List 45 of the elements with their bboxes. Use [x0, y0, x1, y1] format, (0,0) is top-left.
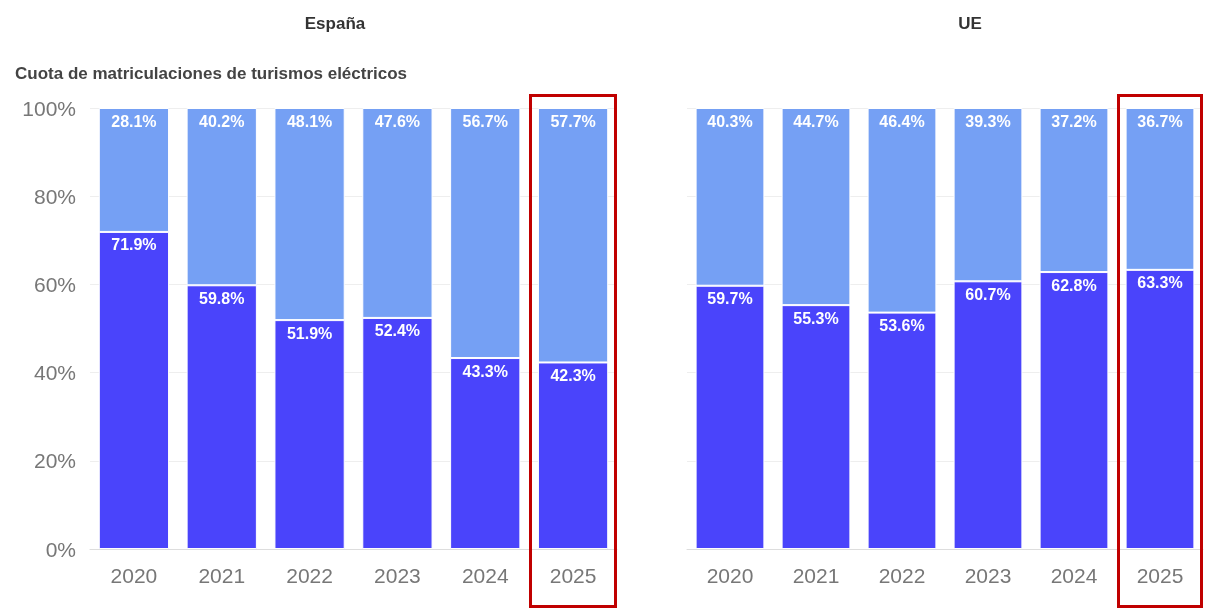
x-tick-label: 2020	[706, 564, 754, 587]
chart-title: España	[304, 14, 366, 33]
y-tick-label: 40%	[33, 361, 76, 385]
data-label: 59.7%	[707, 290, 753, 308]
x-tick-label: 2021	[198, 564, 246, 587]
y-tick-label: 80%	[33, 184, 76, 208]
data-label: 28.1%	[111, 112, 157, 130]
data-label: 63.3%	[1137, 274, 1183, 292]
y-tick-label: 20%	[33, 449, 76, 473]
data-label: 48.1%	[286, 112, 333, 130]
x-tick-label: 2022	[878, 564, 926, 587]
data-label: 40.2%	[199, 112, 245, 130]
data-label: 71.9%	[111, 236, 157, 254]
x-tick-label: 2021	[792, 564, 840, 587]
data-label: 51.9%	[286, 324, 333, 342]
x-tick-label: 2024	[461, 564, 509, 587]
x-tick-label: 2023	[374, 564, 421, 587]
data-label: 47.6%	[374, 112, 421, 130]
data-label: 52.4%	[374, 322, 421, 340]
y-tick-label: 60%	[33, 272, 76, 296]
data-label: 36.7%	[1137, 112, 1183, 130]
data-label: 62.8%	[1051, 276, 1097, 294]
data-label: 59.8%	[199, 289, 245, 307]
x-tick-label: 2024	[1050, 564, 1098, 587]
x-tick-label: 2023	[964, 564, 1012, 587]
x-tick-label: 2022	[286, 564, 333, 587]
data-label: 56.7%	[462, 112, 508, 130]
chart-title: UE	[958, 14, 982, 33]
x-tick-label: 2025	[1136, 564, 1184, 587]
data-label: 43.3%	[462, 362, 508, 380]
data-label: 39.3%	[965, 112, 1011, 130]
chart-subtitle: Cuota de matriculaciones de turismos eléctricos	[15, 64, 408, 83]
y-tick-label: 100%	[22, 96, 76, 120]
data-label: 55.3%	[793, 309, 839, 327]
x-tick-label: 2020	[110, 564, 158, 587]
data-label: 53.6%	[879, 317, 925, 335]
data-label: 60.7%	[965, 285, 1011, 303]
data-label: 42.3%	[550, 366, 596, 384]
data-label: 44.7%	[793, 112, 839, 130]
data-label: 37.2%	[1051, 112, 1097, 130]
x-tick-label: 2025	[549, 564, 597, 587]
data-label: 57.7%	[550, 112, 596, 130]
data-label: 40.3%	[707, 112, 753, 130]
data-label: 46.4%	[879, 112, 925, 130]
y-tick-label: 0%	[45, 537, 76, 561]
